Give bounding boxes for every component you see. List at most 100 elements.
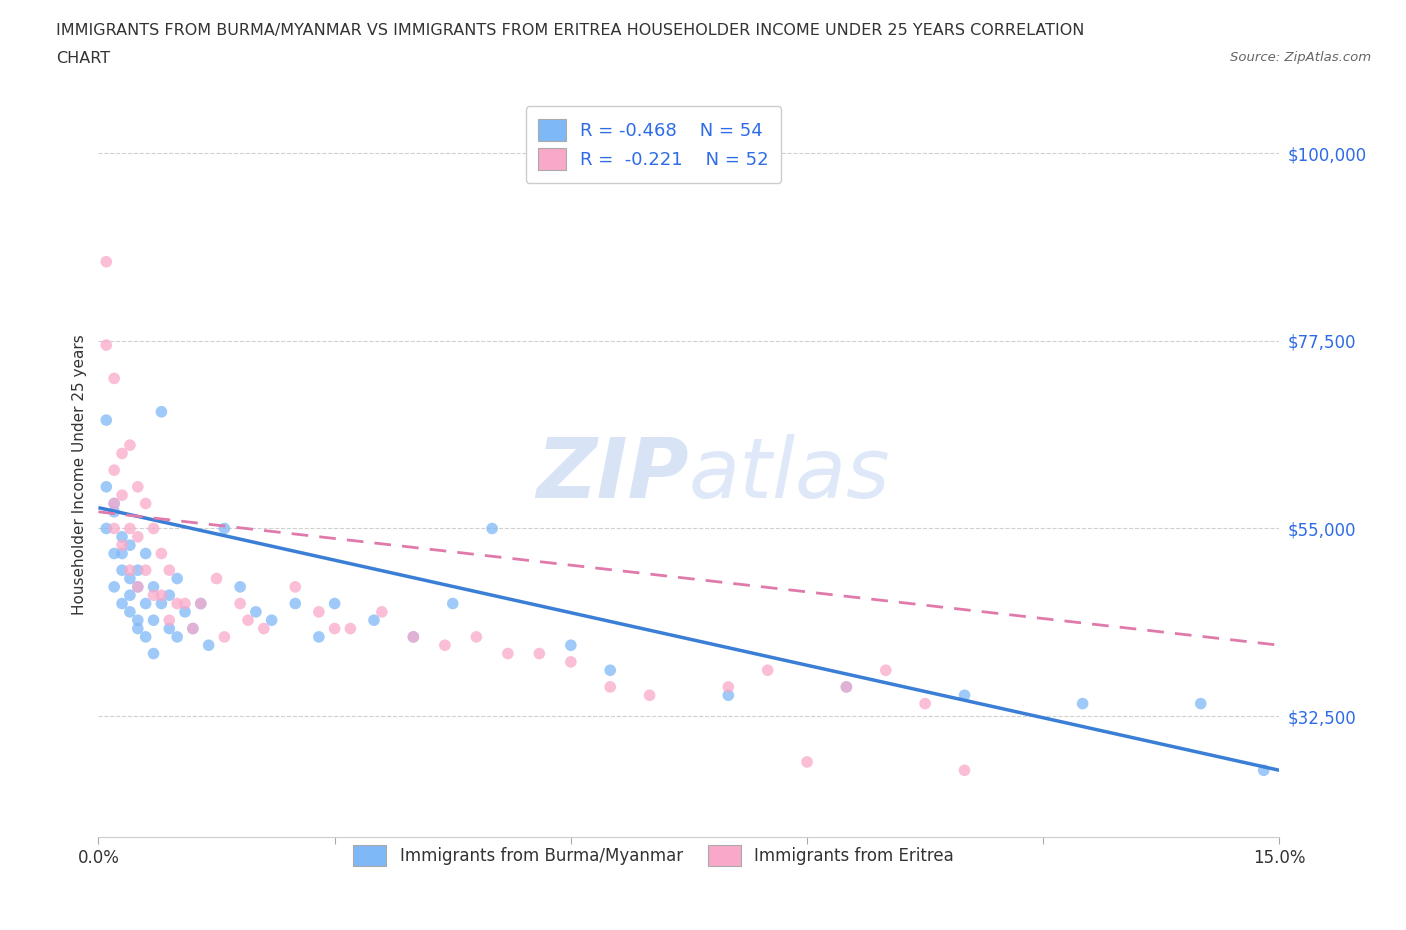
Point xyxy=(142,521,165,536)
Point xyxy=(181,621,204,636)
Point xyxy=(1189,697,1212,711)
Point xyxy=(135,496,157,511)
Point xyxy=(111,546,134,561)
Point xyxy=(284,596,307,611)
Point xyxy=(135,596,157,611)
Point xyxy=(118,571,141,586)
Point xyxy=(150,405,173,419)
Point xyxy=(465,630,488,644)
Point xyxy=(953,763,976,777)
Point xyxy=(103,521,125,536)
Point xyxy=(142,579,165,594)
Point xyxy=(339,621,361,636)
Point xyxy=(433,638,456,653)
Point xyxy=(529,646,551,661)
Point xyxy=(717,688,740,703)
Point xyxy=(127,479,149,494)
Text: CHART: CHART xyxy=(56,51,110,66)
Point xyxy=(96,254,118,269)
Point xyxy=(127,529,149,544)
Point xyxy=(127,621,149,636)
Point xyxy=(323,621,346,636)
Text: IMMIGRANTS FROM BURMA/MYANMAR VS IMMIGRANTS FROM ERITREA HOUSEHOLDER INCOME UNDE: IMMIGRANTS FROM BURMA/MYANMAR VS IMMIGRA… xyxy=(56,23,1084,38)
Point xyxy=(96,413,118,428)
Point xyxy=(157,588,180,603)
Point xyxy=(111,538,134,552)
Point xyxy=(174,604,197,619)
Point xyxy=(96,338,118,352)
Y-axis label: Householder Income Under 25 years: Householder Income Under 25 years xyxy=(72,334,87,615)
Point xyxy=(166,630,188,644)
Point xyxy=(103,546,125,561)
Point xyxy=(756,663,779,678)
Point xyxy=(103,579,125,594)
Point xyxy=(560,638,582,653)
Point xyxy=(135,630,157,644)
Point xyxy=(214,521,236,536)
Point xyxy=(118,521,141,536)
Point xyxy=(205,571,228,586)
Point xyxy=(96,479,118,494)
Text: Source: ZipAtlas.com: Source: ZipAtlas.com xyxy=(1230,51,1371,64)
Point xyxy=(875,663,897,678)
Point xyxy=(166,596,188,611)
Point xyxy=(127,579,149,594)
Point xyxy=(118,563,141,578)
Point xyxy=(118,588,141,603)
Point xyxy=(103,371,125,386)
Point xyxy=(103,496,125,511)
Point xyxy=(560,655,582,670)
Point xyxy=(835,680,858,695)
Point xyxy=(441,596,464,611)
Point xyxy=(402,630,425,644)
Legend: Immigrants from Burma/Myanmar, Immigrants from Eritrea: Immigrants from Burma/Myanmar, Immigrant… xyxy=(346,839,960,872)
Point xyxy=(496,646,519,661)
Point xyxy=(150,546,173,561)
Text: ZIP: ZIP xyxy=(536,433,689,515)
Point xyxy=(284,579,307,594)
Point xyxy=(253,621,276,636)
Point xyxy=(1071,697,1094,711)
Point xyxy=(111,563,134,578)
Point xyxy=(323,596,346,611)
Point xyxy=(127,563,149,578)
Point xyxy=(127,579,149,594)
Point xyxy=(142,646,165,661)
Point xyxy=(1253,763,1275,777)
Point xyxy=(197,638,219,653)
Point xyxy=(953,688,976,703)
Point xyxy=(214,630,236,644)
Point xyxy=(599,680,621,695)
Point xyxy=(229,579,252,594)
Point xyxy=(245,604,267,619)
Point xyxy=(914,697,936,711)
Point xyxy=(142,588,165,603)
Point xyxy=(174,596,197,611)
Point xyxy=(103,496,125,511)
Point xyxy=(260,613,283,628)
Point xyxy=(481,521,503,536)
Point xyxy=(118,604,141,619)
Point xyxy=(157,563,180,578)
Point xyxy=(835,680,858,695)
Point xyxy=(111,596,134,611)
Point xyxy=(717,680,740,695)
Point xyxy=(190,596,212,611)
Point xyxy=(118,538,141,552)
Point xyxy=(135,563,157,578)
Point xyxy=(103,504,125,519)
Point xyxy=(150,588,173,603)
Point xyxy=(150,596,173,611)
Point xyxy=(229,596,252,611)
Point xyxy=(157,613,180,628)
Point xyxy=(181,621,204,636)
Point xyxy=(371,604,394,619)
Point xyxy=(796,754,818,769)
Point xyxy=(111,446,134,461)
Point xyxy=(111,529,134,544)
Point xyxy=(308,630,330,644)
Point xyxy=(103,463,125,478)
Point xyxy=(638,688,661,703)
Point xyxy=(142,613,165,628)
Point xyxy=(96,521,118,536)
